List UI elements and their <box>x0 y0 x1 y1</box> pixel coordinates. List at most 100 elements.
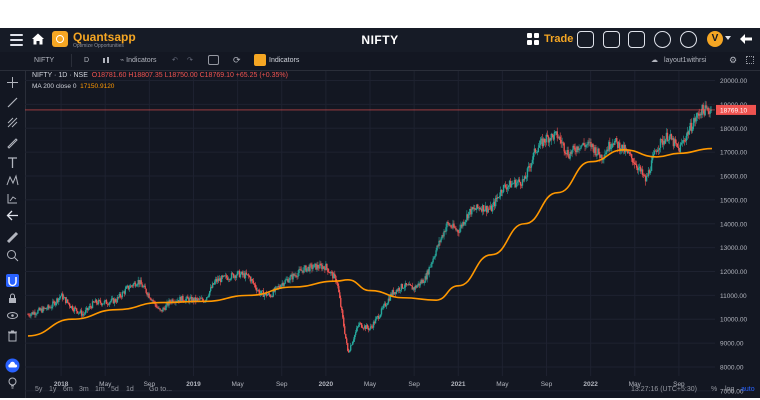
range-5y[interactable]: 5y <box>35 386 43 393</box>
trash-icon[interactable] <box>6 329 19 342</box>
candle <box>382 305 385 309</box>
screenshot-icon[interactable] <box>208 55 219 65</box>
range-1y[interactable]: 1y <box>49 386 57 393</box>
candle <box>169 300 171 303</box>
range-5d[interactable]: 5d <box>111 386 119 393</box>
trade-button[interactable]: Trade <box>544 33 574 45</box>
trend-line-icon[interactable] <box>6 96 19 109</box>
price-chart[interactable]: 20000.0019000.0018000.0017000.0016000.00… <box>25 71 760 398</box>
hamburger-icon[interactable] <box>10 34 23 46</box>
candle <box>139 280 141 285</box>
candle <box>88 306 91 309</box>
pattern-icon[interactable] <box>6 174 19 187</box>
indicators-button[interactable]: ⌁ Indicators <box>120 54 157 67</box>
candle <box>437 245 439 247</box>
candle <box>396 290 399 292</box>
chevron-down-icon[interactable] <box>725 36 731 40</box>
fullscreen-icon[interactable] <box>746 56 754 64</box>
candle <box>464 222 466 225</box>
candle <box>299 269 301 270</box>
candle <box>432 258 434 263</box>
brand-tagline: Optimize Opportunities <box>73 43 124 49</box>
gear-icon[interactable]: ⚙ <box>729 55 738 65</box>
candle <box>709 111 711 114</box>
legend-ohlc: O18781.60 H18807.35 L18750.00 C18769.10 … <box>91 72 288 79</box>
candle <box>584 144 586 148</box>
candle <box>115 301 118 303</box>
video-camera-icon[interactable] <box>628 31 645 48</box>
percent-toggle[interactable]: % <box>711 386 718 393</box>
candle <box>87 308 90 311</box>
refresh-icon[interactable]: ⟳ <box>233 55 241 65</box>
brand-name[interactable]: Quantsapp <box>73 30 136 44</box>
price-tick-label: 11000.00 <box>720 293 747 300</box>
candle <box>691 129 693 132</box>
candle <box>685 135 687 141</box>
brush-icon[interactable] <box>6 136 19 149</box>
brand-logo-icon[interactable] <box>52 31 68 47</box>
candle <box>218 278 221 281</box>
candle <box>577 146 579 151</box>
ruler-icon[interactable] <box>6 231 19 244</box>
quantsapp-indicators-icon[interactable] <box>254 54 266 66</box>
redo-icon[interactable]: ↷ <box>187 57 193 64</box>
zoom-in-icon[interactable] <box>6 249 19 262</box>
candle <box>57 298 59 303</box>
candle <box>164 308 166 310</box>
magnet-icon[interactable] <box>6 274 19 287</box>
visibility-icon[interactable] <box>6 309 19 322</box>
candle <box>507 185 510 188</box>
candle <box>179 296 181 302</box>
candle <box>327 268 329 273</box>
range-1d[interactable]: 1d <box>126 386 134 393</box>
candle <box>703 110 705 116</box>
grid-icon[interactable] <box>527 33 539 45</box>
share-icon[interactable] <box>680 31 697 48</box>
candle <box>580 145 582 149</box>
candle <box>388 298 391 301</box>
window-icon[interactable] <box>603 31 620 48</box>
range-6m[interactable]: 6m <box>63 386 73 393</box>
arrow-left-icon[interactable] <box>6 209 19 222</box>
candle <box>490 205 493 212</box>
log-toggle[interactable]: log <box>725 386 735 393</box>
candle <box>575 151 577 153</box>
lightbulb-icon[interactable] <box>6 376 19 389</box>
resolution-selector[interactable]: D <box>84 57 90 64</box>
candle <box>69 303 71 307</box>
undo-icon[interactable]: ↶ <box>172 57 178 64</box>
candle <box>135 285 137 287</box>
symbol-search[interactable]: NIFTY <box>30 54 72 67</box>
crosshair-icon[interactable] <box>6 76 19 89</box>
cloud-icon[interactable]: ☁ <box>651 57 658 64</box>
legend-ma-label[interactable]: MA 200 close 0 <box>32 83 77 90</box>
pitchfork-icon[interactable] <box>6 116 19 129</box>
candle <box>539 140 542 146</box>
lock-icon[interactable] <box>6 292 19 305</box>
auto-toggle[interactable]: auto <box>741 386 755 393</box>
range-3m[interactable]: 3m <box>79 386 89 393</box>
candle <box>538 145 541 148</box>
candle <box>638 166 641 168</box>
price-axis: 20000.0019000.0018000.0017000.0016000.00… <box>715 71 760 398</box>
screen-icon[interactable] <box>577 31 594 48</box>
home-icon[interactable] <box>31 32 45 46</box>
quantsapp-indicators-button[interactable]: Indicators <box>269 57 300 64</box>
candle <box>607 149 609 151</box>
candle <box>284 280 286 284</box>
prediction-icon[interactable] <box>6 192 19 205</box>
candles-icon[interactable] <box>102 56 110 65</box>
layout-selector[interactable]: layout1withrsi <box>664 57 707 64</box>
candle <box>260 290 263 294</box>
back-arrow-icon[interactable] <box>739 32 753 46</box>
legend-symbol[interactable]: NIFTY · 1D · NSE <box>32 72 88 79</box>
text-tool-icon[interactable] <box>6 156 19 169</box>
candle <box>130 285 132 287</box>
candle <box>235 275 238 278</box>
network-icon[interactable] <box>654 31 671 48</box>
goto-button[interactable]: Go to... <box>149 386 172 393</box>
user-avatar[interactable]: V <box>707 31 723 47</box>
range-1m[interactable]: 1m <box>95 386 105 393</box>
cloud-icon[interactable] <box>5 358 20 373</box>
candle <box>146 292 148 296</box>
